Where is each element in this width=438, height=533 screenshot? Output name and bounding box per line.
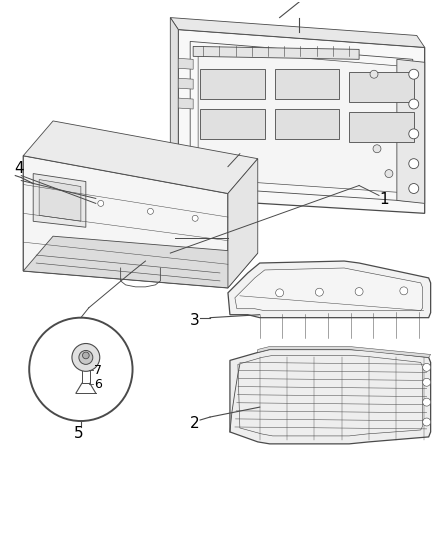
Circle shape <box>409 129 419 139</box>
Polygon shape <box>23 121 258 193</box>
Polygon shape <box>235 268 423 311</box>
Polygon shape <box>230 350 431 444</box>
Circle shape <box>355 288 363 295</box>
Text: 1: 1 <box>379 192 389 207</box>
Polygon shape <box>170 18 178 198</box>
Circle shape <box>400 287 408 295</box>
Polygon shape <box>200 109 265 139</box>
Circle shape <box>29 318 133 421</box>
Circle shape <box>276 289 283 297</box>
Circle shape <box>409 183 419 193</box>
Circle shape <box>373 145 381 153</box>
Polygon shape <box>397 59 425 204</box>
Polygon shape <box>275 69 339 99</box>
Text: 3: 3 <box>190 313 200 328</box>
Polygon shape <box>193 46 359 59</box>
Polygon shape <box>178 58 193 69</box>
Polygon shape <box>258 346 431 358</box>
Polygon shape <box>170 18 425 47</box>
Circle shape <box>72 343 100 372</box>
Polygon shape <box>23 236 258 288</box>
Polygon shape <box>200 69 265 99</box>
Circle shape <box>148 208 153 214</box>
Polygon shape <box>349 72 414 102</box>
Text: 5: 5 <box>74 426 84 441</box>
Text: 7: 7 <box>94 364 102 377</box>
Polygon shape <box>198 50 415 193</box>
Polygon shape <box>190 42 413 201</box>
Circle shape <box>409 159 419 168</box>
Circle shape <box>423 378 431 386</box>
Polygon shape <box>39 180 81 221</box>
Circle shape <box>98 200 104 206</box>
Circle shape <box>423 398 431 406</box>
Polygon shape <box>178 29 425 213</box>
Polygon shape <box>349 112 414 142</box>
Circle shape <box>82 352 89 359</box>
Polygon shape <box>228 159 258 288</box>
Circle shape <box>409 99 419 109</box>
Polygon shape <box>275 109 339 139</box>
Circle shape <box>315 288 323 296</box>
Circle shape <box>385 169 393 177</box>
Circle shape <box>370 70 378 78</box>
Polygon shape <box>33 174 86 227</box>
Circle shape <box>423 364 431 372</box>
Polygon shape <box>228 261 431 318</box>
Text: 6: 6 <box>94 378 102 391</box>
Polygon shape <box>178 98 193 109</box>
Text: 2: 2 <box>191 416 200 432</box>
Circle shape <box>423 418 431 426</box>
Polygon shape <box>178 78 193 89</box>
Circle shape <box>79 351 93 365</box>
Polygon shape <box>23 156 228 288</box>
Circle shape <box>409 69 419 79</box>
Circle shape <box>192 215 198 221</box>
Polygon shape <box>238 356 423 436</box>
Text: 4: 4 <box>14 161 24 176</box>
